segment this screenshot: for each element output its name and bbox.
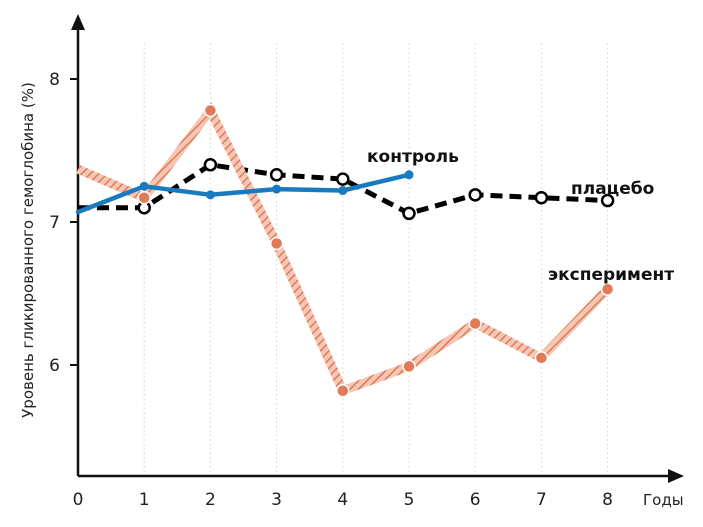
x-tick-label-1: 1 xyxy=(139,490,150,510)
y-tick-label-8: 8 xyxy=(49,70,60,90)
point-control-4 xyxy=(338,186,348,196)
point-control-2 xyxy=(205,190,215,200)
x-tick-label-4: 4 xyxy=(337,490,348,510)
x-tick-label-8: 8 xyxy=(602,490,613,510)
x-tick-label-6: 6 xyxy=(470,490,481,510)
y-axis-label: Уровень гликированного гемоглобина (%) xyxy=(19,82,37,418)
series-label-control: контроль xyxy=(367,147,459,167)
x-axis-label: Годы xyxy=(643,491,684,509)
point-placebo-5 xyxy=(402,206,416,221)
series-line-control xyxy=(75,172,412,215)
point-experiment-3 xyxy=(269,236,284,251)
x-tick-label-3: 3 xyxy=(271,490,282,510)
point-control-3 xyxy=(272,184,282,194)
point-experiment-5 xyxy=(402,359,416,374)
y-tick-label-7: 7 xyxy=(49,213,60,233)
point-placebo-8 xyxy=(600,193,615,208)
x-tick-label-0: 0 xyxy=(73,490,84,510)
series-label-placebo: плацебо xyxy=(571,179,654,199)
point-experiment-6 xyxy=(468,316,482,331)
point-placebo-6 xyxy=(468,188,482,202)
point-placebo-3 xyxy=(269,168,284,182)
series-points xyxy=(137,103,615,398)
x-tick-label-5: 5 xyxy=(404,490,415,510)
point-experiment-4 xyxy=(336,383,350,398)
x-tick-label-2: 2 xyxy=(205,490,216,510)
point-experiment-7 xyxy=(534,351,549,365)
x-tick-label-7: 7 xyxy=(536,490,547,510)
axis-ticks: 0 1 2 3 4 5 6 7 8 6 7 8 xyxy=(49,70,613,510)
point-placebo-2 xyxy=(203,158,218,172)
point-control-5 xyxy=(404,170,414,180)
x-axis-arrow-icon xyxy=(668,469,684,483)
series-label-experiment: эксперимент xyxy=(548,265,674,285)
y-axis-arrow-icon xyxy=(71,14,85,30)
y-tick-label-6: 6 xyxy=(49,356,60,376)
point-experiment-8 xyxy=(600,282,615,296)
point-placebo-4 xyxy=(336,172,350,186)
point-experiment-2 xyxy=(203,103,218,118)
point-experiment-1 xyxy=(137,190,151,205)
point-control-1 xyxy=(139,181,149,191)
series-line-placebo xyxy=(78,162,608,216)
point-placebo-7 xyxy=(534,190,549,205)
